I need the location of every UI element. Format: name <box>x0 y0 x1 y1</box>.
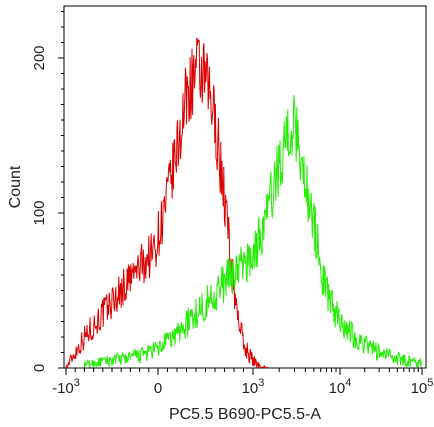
x-tick-exponent: 3 <box>74 377 80 389</box>
series-layer <box>65 37 423 369</box>
series-1-line <box>65 37 269 369</box>
x-tick-label: 105 <box>411 377 434 397</box>
x-axis-label: PC5.5 B690-PC5.5-A <box>169 406 321 423</box>
x-tick-base: -10 <box>52 380 74 397</box>
y-axis-ticks: 0 100 200 <box>31 11 64 372</box>
x-tick-label: -103 <box>52 377 80 397</box>
plot-frame <box>63 5 427 369</box>
x-tick-base: 0 <box>154 380 162 397</box>
x-tick-label: 0 <box>154 380 162 397</box>
x-tick-exponent: 4 <box>345 377 351 389</box>
x-tick-exponent: 3 <box>258 377 264 389</box>
x-tick-label: 104 <box>329 377 352 397</box>
y-tick-label: 0 <box>31 364 48 372</box>
x-tick-label: 103 <box>242 377 265 397</box>
x-tick-base: 10 <box>242 380 259 397</box>
y-axis-label: Count <box>7 165 24 208</box>
x-tick-base: 10 <box>411 380 428 397</box>
y-tick-label: 200 <box>31 45 48 70</box>
x-tick-base: 10 <box>329 380 346 397</box>
x-axis-ticks: -103 0 103 104 105 <box>52 368 433 397</box>
y-tick-label: 100 <box>31 200 48 225</box>
x-tick-exponent: 5 <box>427 377 433 389</box>
series-2-line <box>83 95 423 368</box>
